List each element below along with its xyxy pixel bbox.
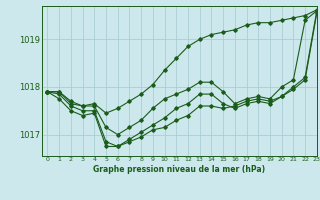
X-axis label: Graphe pression niveau de la mer (hPa): Graphe pression niveau de la mer (hPa) [93,165,265,174]
